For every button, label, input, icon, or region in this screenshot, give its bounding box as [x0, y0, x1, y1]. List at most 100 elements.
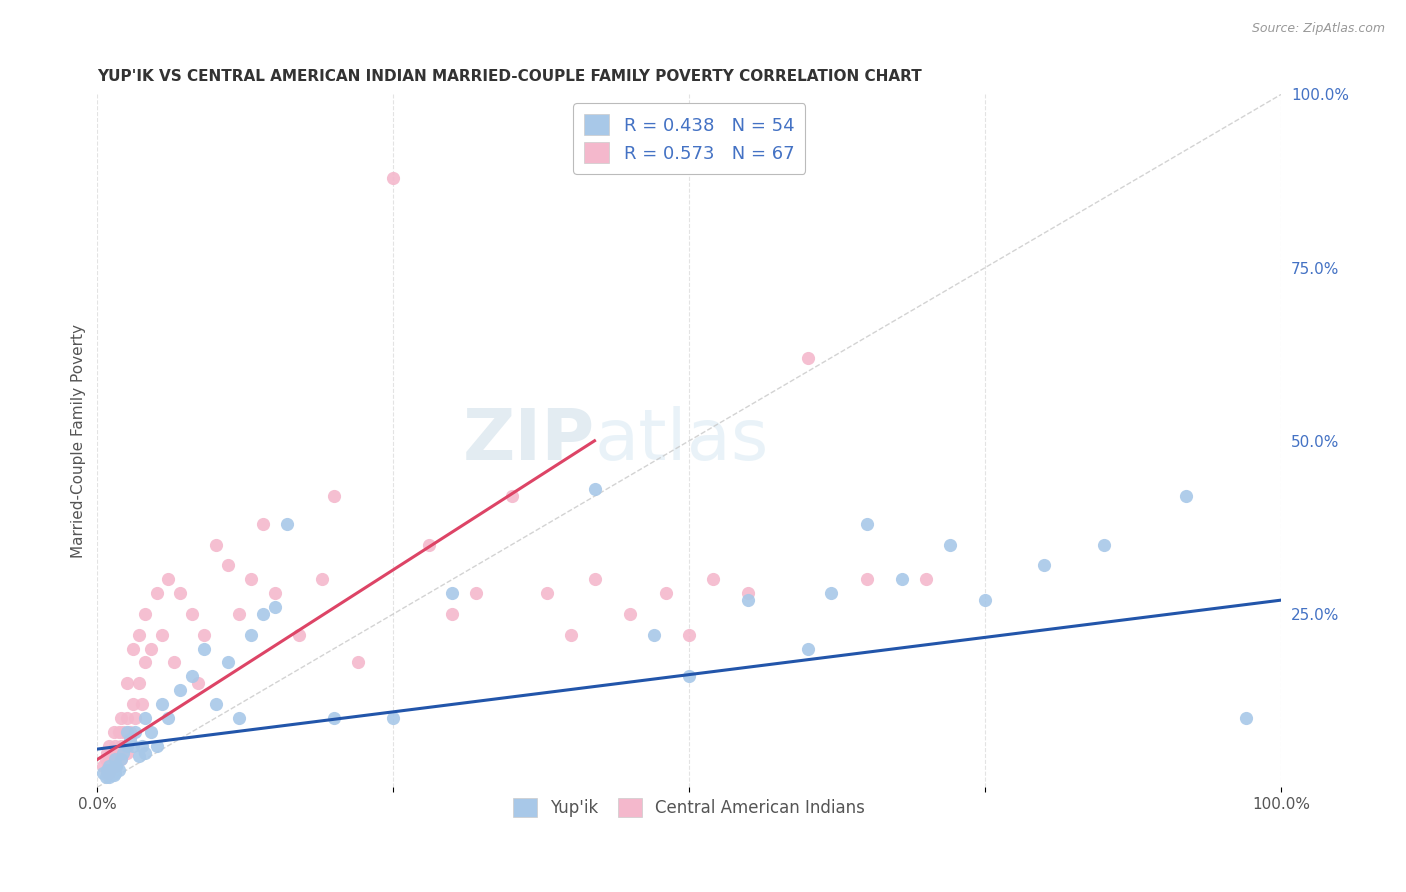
Point	[323, 489, 346, 503]
Point	[112, 746, 135, 760]
Point	[204, 697, 226, 711]
Point	[131, 697, 153, 711]
Point	[1234, 711, 1257, 725]
Point	[619, 607, 641, 621]
Point	[654, 586, 676, 600]
Point	[152, 697, 174, 711]
Point	[501, 489, 523, 503]
Point	[465, 586, 488, 600]
Point	[128, 628, 150, 642]
Point	[276, 516, 298, 531]
Point	[100, 763, 122, 777]
Point	[91, 759, 114, 773]
Point	[796, 641, 818, 656]
Point	[441, 586, 464, 600]
Point	[157, 711, 180, 725]
Point	[145, 739, 167, 753]
Point	[139, 724, 162, 739]
Point	[94, 752, 117, 766]
Point	[110, 711, 132, 725]
Legend: Yup'ik, Central American Indians: Yup'ik, Central American Indians	[506, 791, 872, 824]
Point	[128, 676, 150, 690]
Point	[145, 586, 167, 600]
Point	[346, 656, 368, 670]
Point	[264, 586, 287, 600]
Point	[121, 641, 143, 656]
Point	[217, 558, 239, 573]
Point	[169, 586, 191, 600]
Point	[91, 766, 114, 780]
Point	[94, 770, 117, 784]
Point	[204, 538, 226, 552]
Point	[891, 572, 914, 586]
Point	[737, 593, 759, 607]
Point	[228, 607, 250, 621]
Point	[103, 724, 125, 739]
Point	[938, 538, 960, 552]
Point	[418, 538, 440, 552]
Point	[120, 731, 142, 746]
Point	[217, 656, 239, 670]
Point	[702, 572, 724, 586]
Point	[678, 628, 700, 642]
Point	[974, 593, 997, 607]
Point	[124, 711, 146, 725]
Point	[737, 586, 759, 600]
Point	[252, 516, 274, 531]
Point	[193, 641, 215, 656]
Point	[98, 766, 121, 780]
Point	[107, 746, 129, 760]
Point	[105, 759, 128, 773]
Text: ZIP: ZIP	[463, 406, 595, 475]
Point	[382, 711, 405, 725]
Point	[181, 607, 204, 621]
Point	[240, 628, 263, 642]
Point	[101, 746, 124, 760]
Point	[536, 586, 558, 600]
Text: YUP'IK VS CENTRAL AMERICAN INDIAN MARRIED-COUPLE FAMILY POVERTY CORRELATION CHAR: YUP'IK VS CENTRAL AMERICAN INDIAN MARRIE…	[97, 69, 922, 84]
Point	[98, 752, 121, 766]
Point	[121, 697, 143, 711]
Point	[1092, 538, 1115, 552]
Point	[382, 170, 405, 185]
Point	[796, 351, 818, 365]
Point	[112, 724, 135, 739]
Point	[98, 770, 121, 784]
Point	[311, 572, 333, 586]
Text: atlas: atlas	[595, 406, 769, 475]
Point	[115, 746, 138, 760]
Point	[128, 749, 150, 764]
Point	[678, 669, 700, 683]
Point	[121, 739, 143, 753]
Point	[287, 628, 309, 642]
Point	[855, 516, 877, 531]
Point	[105, 759, 128, 773]
Point	[104, 739, 127, 753]
Point	[98, 739, 121, 753]
Point	[228, 711, 250, 725]
Point	[163, 656, 186, 670]
Point	[98, 759, 121, 773]
Point	[323, 711, 346, 725]
Point	[643, 628, 665, 642]
Point	[124, 724, 146, 739]
Point	[240, 572, 263, 586]
Point	[134, 711, 156, 725]
Point	[181, 669, 204, 683]
Point	[152, 628, 174, 642]
Point	[157, 572, 180, 586]
Point	[98, 766, 121, 780]
Point	[100, 759, 122, 773]
Y-axis label: Married-Couple Family Poverty: Married-Couple Family Poverty	[72, 324, 86, 558]
Point	[115, 739, 138, 753]
Point	[131, 739, 153, 753]
Point	[110, 752, 132, 766]
Point	[107, 763, 129, 777]
Point	[915, 572, 938, 586]
Point	[169, 683, 191, 698]
Point	[115, 724, 138, 739]
Point	[855, 572, 877, 586]
Point	[1175, 489, 1198, 503]
Point	[1033, 558, 1056, 573]
Point	[120, 724, 142, 739]
